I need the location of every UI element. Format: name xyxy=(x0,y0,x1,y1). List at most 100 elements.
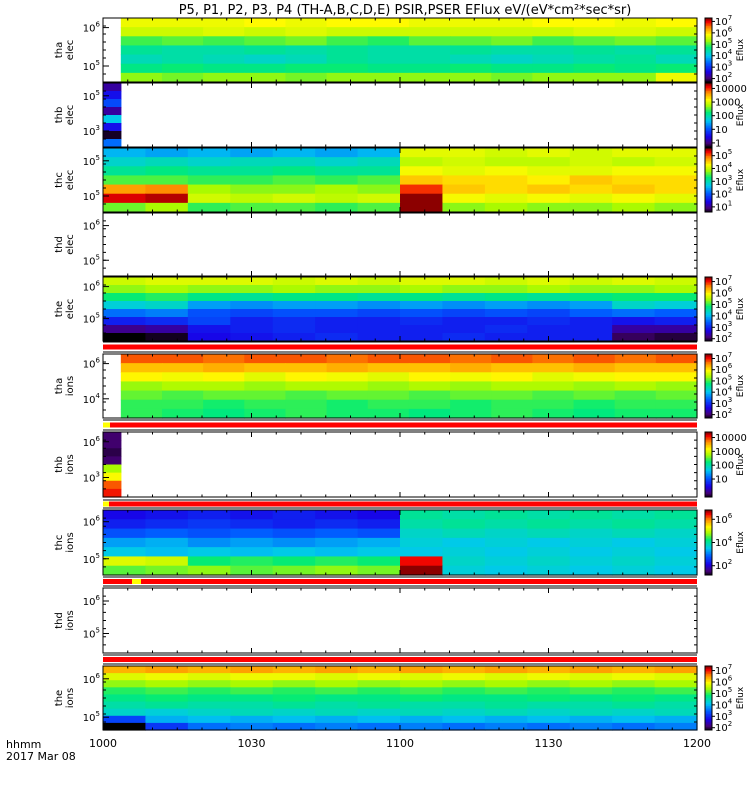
time-tick-label: 1100 xyxy=(386,737,414,750)
heatmap-cell xyxy=(569,519,613,530)
colorbar-step xyxy=(705,204,712,207)
heatmap-cell xyxy=(655,372,698,383)
colorbar-step xyxy=(705,531,712,534)
heatmap-cell xyxy=(484,547,528,558)
heatmap-cell xyxy=(326,45,369,56)
colorbar-tick-label: 103 xyxy=(715,709,732,723)
heatmap-cell xyxy=(655,36,698,47)
colorbar-step xyxy=(705,42,712,45)
heatmap-cell xyxy=(103,556,147,567)
heatmap-cell xyxy=(655,354,698,364)
heatmap-cell xyxy=(532,408,575,419)
colorbar-step xyxy=(705,325,712,328)
heatmap-cell xyxy=(272,309,316,318)
heatmap-cell xyxy=(103,488,122,498)
heatmap-cell xyxy=(655,381,698,392)
heatmap-cell xyxy=(230,293,274,302)
colorbar-label: Eflux xyxy=(736,531,746,554)
colorbar-label: Eflux xyxy=(736,686,746,709)
colorbar-step xyxy=(705,21,712,24)
time-tick-label: 1200 xyxy=(683,737,711,750)
y-tick-label: 106 xyxy=(83,280,101,294)
time-axis: 1000 1030 1100 1130 1200 xyxy=(89,737,711,750)
heatmap-cell xyxy=(145,708,189,717)
colorbar-step xyxy=(705,309,712,312)
colorbar-step xyxy=(705,552,712,555)
heatmap-cell xyxy=(484,722,528,731)
colorbar-step xyxy=(705,91,712,94)
heatmap-cell xyxy=(400,148,444,158)
colorbar-step xyxy=(705,87,712,90)
colorbar-tick-label: 1 xyxy=(715,138,721,149)
heatmap-cell xyxy=(285,27,328,37)
heatmap-cell xyxy=(491,399,533,410)
heatmap-cell xyxy=(655,54,698,65)
heatmap-cell xyxy=(654,701,698,710)
colorbar-step xyxy=(705,27,712,30)
colorbar-step xyxy=(705,123,712,126)
heatmap-cell xyxy=(315,317,359,326)
heatmap-cell xyxy=(145,285,189,294)
heatmap-cell xyxy=(654,680,698,688)
heatmap-cell xyxy=(103,673,147,681)
heatmap-cell xyxy=(145,202,189,213)
colorbar-step xyxy=(705,289,712,292)
heatmap-cell xyxy=(103,115,122,124)
heatmap-cell xyxy=(484,694,528,703)
heatmap-cell xyxy=(145,166,189,177)
heatmap-cell xyxy=(573,54,616,65)
colorbar-step xyxy=(705,62,712,65)
colorbar-step xyxy=(705,532,712,535)
heatmap-cell xyxy=(187,519,231,530)
heatmap-cell xyxy=(103,701,147,710)
panels-group: 106105thaelec107106105104103102Eflux1051… xyxy=(54,14,747,734)
colorbar-step xyxy=(705,285,712,288)
colorbar-step xyxy=(705,302,712,305)
heatmap-cell xyxy=(569,333,613,342)
heatmap-cell xyxy=(573,408,616,419)
heatmap-cell xyxy=(442,519,486,530)
colorbar-step xyxy=(705,524,712,527)
colorbar-frame xyxy=(704,431,713,498)
heatmap-cell xyxy=(450,372,492,383)
heatmap-cell xyxy=(230,528,274,539)
heatmap-cell xyxy=(230,673,274,681)
heatmap-cell xyxy=(103,131,122,140)
heatmap-cell xyxy=(203,54,245,65)
heatmap-cell xyxy=(272,148,316,158)
heatmap-cell xyxy=(272,202,316,213)
heatmap-cell xyxy=(400,510,444,520)
heatmap-cell xyxy=(484,528,528,539)
colorbar-step xyxy=(705,299,712,302)
colorbar-step xyxy=(705,50,712,53)
heatmap-cell xyxy=(614,399,657,410)
heatmap-cell xyxy=(120,381,163,392)
heatmap-cell xyxy=(120,54,163,65)
heatmap-cell xyxy=(612,285,656,294)
colorbar-step xyxy=(705,677,712,680)
colorbar-step xyxy=(705,202,712,205)
colorbar-step xyxy=(705,196,712,199)
panel-thb-elec: 105 103 thbelec 10000 1000 100 10 1 Eflux xyxy=(54,82,747,149)
heatmap-cell xyxy=(532,27,575,37)
colorbar-step xyxy=(705,64,712,67)
colorbar-step xyxy=(705,77,712,80)
colorbar-step xyxy=(705,402,712,405)
colorbar-tick-label: 10000 xyxy=(715,433,747,444)
heatmap-cell xyxy=(654,694,698,703)
heatmap-cell xyxy=(527,193,571,204)
heatmap-cell xyxy=(230,715,274,724)
colorbar-tick-label: 102 xyxy=(715,558,732,572)
footer-label-hhmm: hhmm xyxy=(6,738,41,751)
heatmap-cell xyxy=(315,325,359,334)
heatmap-cell xyxy=(357,309,401,318)
colorbar-step xyxy=(705,479,712,482)
colorbar-step xyxy=(705,416,712,419)
heatmap-cell xyxy=(527,680,571,688)
heatmap-cell xyxy=(614,354,657,364)
panel-label: thdelec xyxy=(54,234,76,255)
heatmap-cell xyxy=(145,565,189,576)
heatmap-cell xyxy=(367,381,410,392)
colorbar-step xyxy=(705,86,712,89)
